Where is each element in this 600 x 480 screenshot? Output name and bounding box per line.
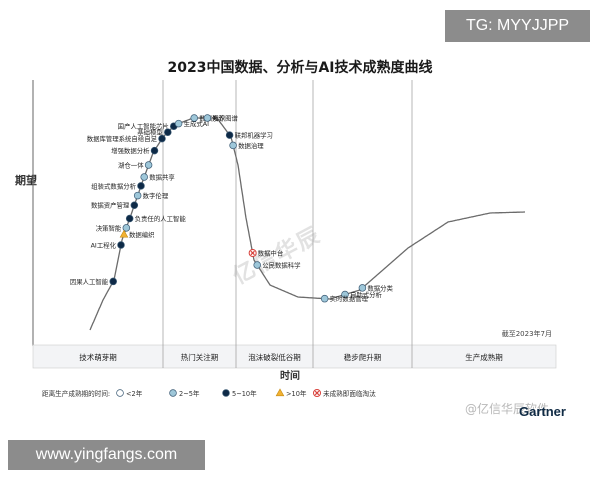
tech-marker [341,290,349,299]
tech-marker [164,128,172,136]
legend-marker [169,389,177,397]
legend-label: >10年 [286,389,307,398]
y-axis-label: 期望 [15,173,37,187]
tech-label: 实时数据管理 [330,294,369,303]
tech-marker [137,182,145,190]
tech-marker [122,224,131,232]
legend-label: <2年 [126,389,143,398]
legend-label: 5~10年 [232,389,257,398]
tech-label: 因果人工智能 [70,277,109,286]
tech-label: 知识图谱 [212,114,238,123]
phase-label: 热门关注期 [181,352,219,362]
tech-marker [109,277,117,286]
tech-label: 自助式分析 [350,290,383,299]
x-axis-label: 时间 [280,369,300,382]
tech-label: 生成式AI [184,119,210,128]
legend-title: 距离生产成熟期的时间: [42,389,110,398]
tech-label: 数据中台 [258,249,284,258]
tech-marker [174,119,183,128]
tech-marker [119,229,129,238]
gartner-logo: Gartner [519,404,566,419]
tech-label: 数据共享 [149,173,175,182]
website-tag: www.yingfangs.com [8,440,205,470]
tech-marker [253,261,261,269]
telegram-tag: TG: MYYJJPP [445,10,590,42]
tech-label: 数据编织 [129,230,155,239]
tech-label: 数据治理 [238,141,264,150]
tech-label: 公民数据科学 [262,261,301,270]
tech-marker-x [250,250,255,256]
tech-label: 基础模型 [137,128,163,137]
tech-marker [229,141,237,150]
tech-marker [190,114,198,122]
tech-label: 组装式数据分析 [91,181,136,190]
date-note: 截至2023年7月 [502,329,552,338]
chart-title: 2023中国数据、分析与AI技术成熟度曲线 [167,59,432,76]
legend-marker-x [314,390,320,396]
tech-marker [150,146,159,155]
legend-marker [275,388,285,397]
tech-marker [130,201,139,209]
phase-label: 技术萌芽期 [79,352,117,362]
tech-marker [225,131,234,139]
phase-label: 生产成熟期 [465,352,503,362]
legend-label: 未成熟即面临淘汰 [323,389,376,398]
tech-label: 联邦机器学习 [235,131,273,140]
tech-label: 湖仓一体 [118,161,144,170]
tech-marker [203,114,212,122]
tech-marker [320,294,329,303]
phase-band [32,344,557,369]
phase-label: 泡沫破裂低谷期 [248,352,301,362]
hype-curve [89,117,525,331]
legend-label: 2~5年 [179,389,200,398]
tech-marker [358,284,367,292]
tech-marker [125,214,134,223]
tech-marker [133,191,142,200]
tech-label: 数据素养 [199,114,225,123]
tech-label: 国产人工智能芯片 [118,122,169,131]
tech-marker [144,161,153,169]
tech-label: 增强数据分析 [111,146,150,155]
source-watermark: @亿信华辰软件 [465,402,550,416]
tech-label: 决策智能 [96,223,122,232]
tech-marker [158,134,166,143]
tech-marker [248,249,257,257]
legend-marker [116,389,124,397]
tech-label: 数据分类 [367,283,393,292]
tech-marker [140,173,148,181]
tech-label: 数字伦理 [143,191,169,200]
tech-marker [117,241,125,249]
phase-label: 稳步爬升期 [344,352,382,362]
tech-label: 负责任的人工智能 [135,214,187,223]
legend-marker [313,389,321,397]
legend-marker [222,389,230,397]
tech-label: AI工程化 [91,241,117,250]
tech-label: 数据库管理系统自给自足 [87,134,158,143]
tech-label: 数据资产管理 [91,201,130,210]
